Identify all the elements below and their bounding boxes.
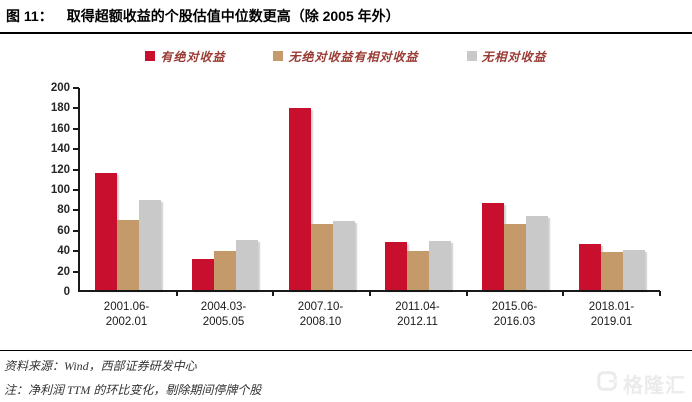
- bar-group-5: [563, 88, 662, 296]
- note-text: 注：净利润 TTM 的环比变化，剔除期间停牌个股: [4, 383, 262, 397]
- y-axis-labels: 0 20 40 60 80 100 120 140 160 180 200: [0, 82, 70, 298]
- x-tick-label: 2004.03- 2005.05: [200, 301, 247, 328]
- bar: [526, 215, 549, 290]
- x-axis-labels: 2001.06- 2002.01 2004.03- 2005.05 2007.10-…: [78, 300, 660, 330]
- figure-title: 取得超额收益的个股估值中位数更高（除 2005 年外）: [66, 8, 400, 24]
- bar-group-1: [177, 88, 275, 296]
- y-tick-mark: [73, 189, 79, 191]
- bar: [600, 252, 623, 290]
- y-tick-label: 100: [50, 184, 70, 196]
- brand-watermark: 格隆汇: [596, 369, 686, 398]
- bar: [95, 172, 118, 290]
- y-tick-label: 160: [50, 122, 70, 135]
- bar: [622, 250, 645, 290]
- y-tick-label: 180: [50, 102, 70, 115]
- legend-label: 有绝对收益: [160, 49, 226, 64]
- figure-header: 图 11： 取得超额收益的个股估值中位数更高（除 2005 年外）: [0, 0, 692, 34]
- y-tick-label: 120: [50, 163, 70, 176]
- bar-group-2: [273, 88, 372, 296]
- y-tick-mark: [73, 270, 79, 273]
- bar-chart: 0 20 40 60 80 100 120 140 160 180 200 2001.06- 200…: [0, 80, 692, 346]
- y-tick-label: 60: [57, 224, 70, 237]
- y-tick-mark: [73, 250, 79, 253]
- y-tick-mark: [73, 209, 79, 212]
- bar-group-4: [467, 88, 565, 296]
- y-tick-mark: [73, 107, 79, 110]
- y-tick-label: 140: [50, 143, 70, 156]
- legend-item-2: 无相对收益: [466, 48, 547, 65]
- y-tick-label: 80: [57, 204, 70, 217]
- bar: [214, 251, 236, 290]
- x-tick-label: 2018.01- 2019.01: [588, 301, 635, 328]
- bar: [192, 259, 214, 290]
- legend-swatch-icon: [273, 51, 284, 61]
- bar-group-3: [370, 88, 468, 296]
- x-tick-label: 2015.06- 2016.03: [491, 301, 538, 328]
- legend-label: 无绝对收益有相对收益: [288, 49, 419, 64]
- legend-swatch-icon: [145, 51, 156, 61]
- y-tick-mark: [73, 168, 79, 171]
- x-tick-label: 2001.06- 2002.01: [103, 301, 150, 328]
- bar: [117, 219, 140, 290]
- plot-area: [73, 87, 662, 296]
- chart-legend: 有绝对收益 无绝对收益有相对收益 无相对收益: [0, 47, 692, 65]
- x-tick-mark: [369, 291, 372, 296]
- footer-divider: [0, 350, 692, 351]
- y-tick-mark: [73, 229, 79, 232]
- y-tick-label: 0: [63, 286, 70, 298]
- bar: [385, 242, 408, 290]
- y-tick-label: 200: [50, 82, 70, 94]
- bar: [288, 108, 311, 290]
- figure-number-label: 图 11：: [6, 8, 53, 24]
- source-text: 资料来源：Wind，西部证券研发中心: [4, 359, 197, 373]
- bar: [482, 203, 505, 290]
- bar: [332, 220, 355, 290]
- bar: [504, 223, 527, 290]
- x-tick-mark: [465, 291, 468, 296]
- x-tick-mark: [659, 291, 662, 296]
- bar: [139, 200, 162, 290]
- y-tick-mark: [73, 148, 79, 151]
- x-tick-mark: [272, 291, 275, 296]
- legend-swatch-icon: [466, 51, 477, 61]
- y-tick-label: 20: [57, 265, 70, 278]
- y-tick-label: 40: [57, 245, 70, 258]
- x-tick-label: 2011.04- 2012.11: [395, 301, 440, 328]
- x-tick-label: 2007.10- 2008.10: [297, 301, 344, 328]
- brand-name: 格隆汇: [623, 375, 686, 397]
- x-tick-mark: [562, 291, 565, 296]
- bar-group-0: [80, 88, 178, 296]
- bar: [429, 241, 452, 290]
- bar: [236, 240, 258, 290]
- y-tick-mark: [73, 87, 79, 89]
- gelonghui-logo-icon: [596, 370, 618, 397]
- bar: [578, 244, 601, 290]
- legend-item-0: 有绝对收益: [145, 48, 225, 65]
- legend-item-1: 无绝对收益有相对收益: [273, 48, 418, 65]
- legend-label: 无相对收益: [481, 49, 547, 64]
- x-tick-mark: [175, 291, 178, 296]
- bar: [310, 223, 333, 290]
- y-tick-mark: [73, 127, 79, 130]
- bar: [407, 251, 430, 290]
